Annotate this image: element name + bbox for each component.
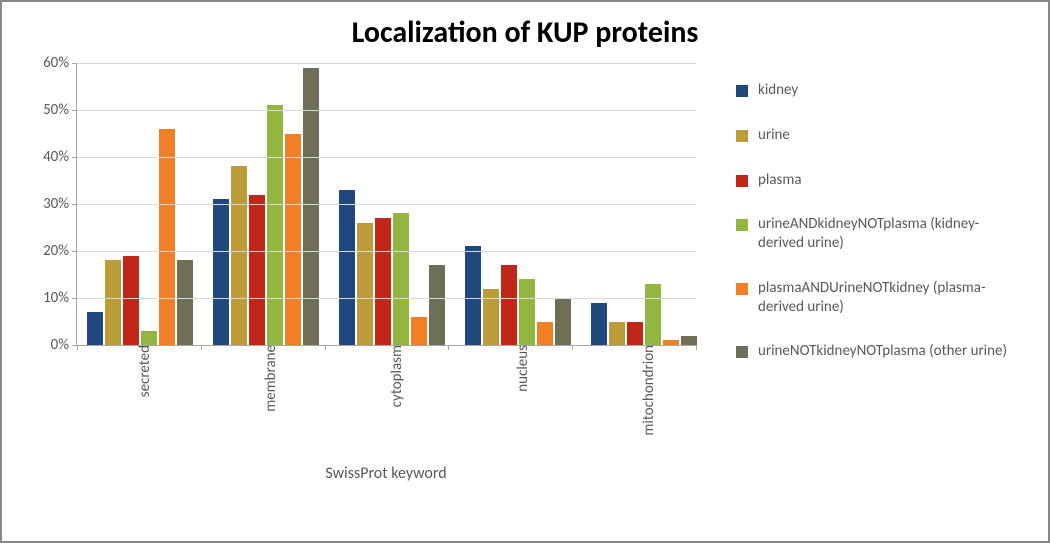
x-tick (77, 345, 78, 350)
bar (249, 195, 265, 345)
x-axis-title: SwissProt keyword (76, 464, 696, 483)
bar (339, 190, 355, 345)
legend-item: plasmaANDUrineNOTkidney (plasma-derived … (736, 279, 1024, 317)
x-tick (696, 345, 697, 350)
x-tick (325, 345, 326, 350)
gridline (77, 251, 696, 252)
chart-frame: Localization of KUP proteins secreted mem… (0, 0, 1050, 543)
y-axis-label: 40% (43, 148, 77, 166)
legend-item: urineANDkidneyNOTplasma (kidney-derived … (736, 215, 1024, 253)
legend-item: urine (736, 126, 1024, 145)
bar (519, 279, 535, 345)
legend-label: urine (758, 126, 790, 145)
category-label: mitochondrion (630, 345, 658, 436)
bar (681, 336, 697, 345)
bar (213, 199, 229, 345)
legend-label: plasma (758, 171, 802, 190)
legend-swatch (736, 219, 748, 231)
legend-item: urineNOTkidneyNOTplasma (other urine) (736, 342, 1024, 361)
legend-swatch (736, 130, 748, 142)
gridline (77, 298, 696, 299)
bar (357, 223, 373, 345)
bar (429, 265, 445, 345)
legend-swatch (736, 175, 748, 187)
y-axis-label: 60% (43, 54, 77, 72)
bar (663, 340, 679, 345)
bar (105, 260, 121, 345)
bar (555, 298, 571, 345)
chart-title: Localization of KUP proteins (16, 14, 1034, 51)
bar (141, 331, 157, 345)
bar (537, 322, 553, 346)
x-tick (572, 345, 573, 350)
gridline (77, 157, 696, 158)
bar (609, 322, 625, 346)
y-axis-label: 50% (43, 101, 77, 119)
legend-swatch (736, 85, 748, 97)
legend-label: kidney (758, 81, 798, 100)
category-label: membrane (252, 345, 280, 412)
bar (159, 129, 175, 345)
bar (501, 265, 517, 345)
plot-column: secreted membrane cytoplasm nucleus mitochon… (16, 63, 696, 483)
legend-item: kidney (736, 81, 1024, 100)
legend-label: urineNOTkidneyNOTplasma (other urine) (758, 342, 1007, 361)
y-axis-label: 0% (51, 336, 77, 354)
legend-label: urineANDkidneyNOTplasma (kidney-derived … (758, 215, 1024, 253)
legend-swatch (736, 283, 748, 295)
bar (591, 303, 607, 345)
bar (465, 246, 481, 345)
bar (123, 256, 139, 345)
gridline (77, 110, 696, 111)
bar (267, 105, 283, 345)
legend-item: plasma (736, 171, 1024, 190)
x-tick (448, 345, 449, 350)
bar (231, 166, 247, 345)
gridline (77, 204, 696, 205)
category-label: secreted (126, 345, 154, 397)
category-label: cytoplasm (378, 345, 406, 407)
bar (375, 218, 391, 345)
x-tick (201, 345, 202, 350)
y-axis-label: 10% (43, 289, 77, 307)
y-axis-label: 30% (43, 195, 77, 213)
plot-area: secretedmembranecytoplasmnucleusmitochon… (76, 63, 696, 346)
y-axis-label: 20% (43, 242, 77, 260)
bar (87, 312, 103, 345)
category-label: nucleus (504, 345, 532, 392)
legend-label: plasmaANDUrineNOTkidney (plasma-derived … (758, 279, 1024, 317)
bar (411, 317, 427, 345)
bar (393, 213, 409, 345)
bar (627, 322, 643, 346)
bar (645, 284, 661, 345)
legend-swatch (736, 346, 748, 358)
bar (177, 260, 193, 345)
legend: kidney urine plasma urineANDkidneyNOTplasma… (696, 63, 1034, 483)
gridline (77, 63, 696, 64)
chart-body: secreted membrane cytoplasm nucleus mitochon… (16, 63, 1034, 483)
bar (285, 134, 301, 346)
